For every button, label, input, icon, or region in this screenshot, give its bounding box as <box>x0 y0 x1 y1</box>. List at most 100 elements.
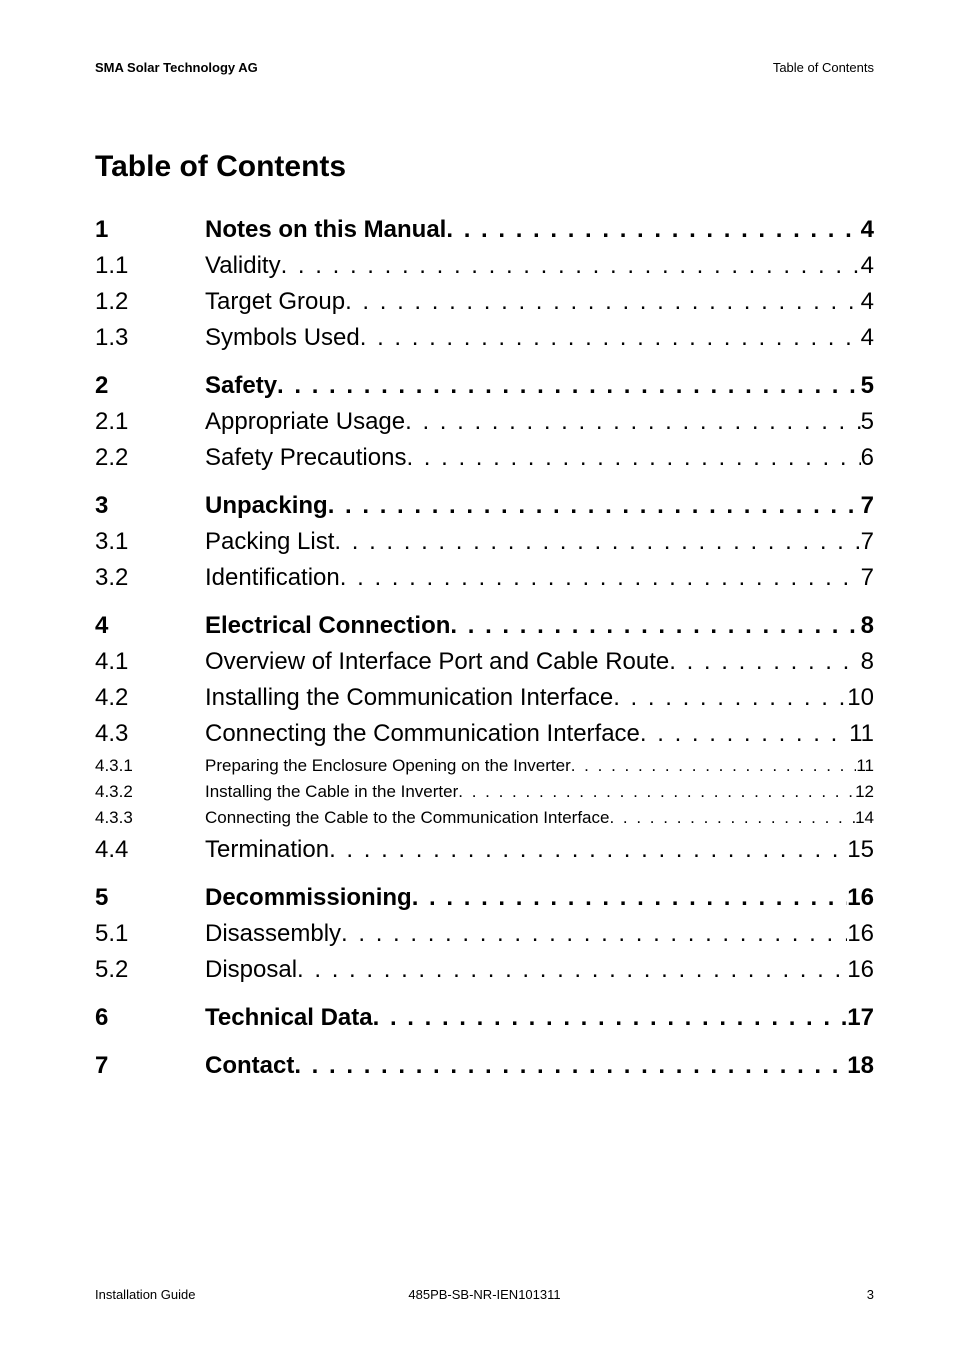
toc-number: 1.1 <box>95 252 205 280</box>
toc-text: Installing the Communication Interface <box>205 684 613 712</box>
page-footer: Installation Guide 485PB-SB-NR-IEN101311… <box>95 1287 874 1302</box>
toc-number: 2.1 <box>95 408 205 436</box>
toc-text: Identification <box>205 564 340 592</box>
toc-text: Packing List <box>205 528 334 556</box>
toc-page: 4 <box>861 324 874 352</box>
toc-page: 5 <box>861 408 874 436</box>
toc-text: Decommissioning <box>205 884 412 912</box>
toc-page: 15 <box>847 836 874 864</box>
toc-number: 2.2 <box>95 444 205 472</box>
toc-number: 5.1 <box>95 920 205 948</box>
toc-entry: 2.2Safety Precautions. . . . . . . . . .… <box>95 444 874 472</box>
toc-entry: 4Electrical Connection. . . . . . . . . … <box>95 612 874 640</box>
toc-entry: 2.1Appropriate Usage. . . . . . . . . . … <box>95 408 874 436</box>
toc-text: Safety Precautions <box>205 444 406 472</box>
toc-dots: . . . . . . . . . . . . . . . . . . . . … <box>609 808 855 828</box>
toc-number: 3.2 <box>95 564 205 592</box>
toc-dots: . . . . . . . . . . . . . . . . . . . . … <box>277 372 861 400</box>
toc-page: 10 <box>847 684 874 712</box>
toc-dots: . . . . . . . . . . . . . . . . . . . . … <box>458 782 855 802</box>
toc-dots: . . . . . . . . . . . . . . . . . . . . … <box>406 444 860 472</box>
toc-dots: . . . . . . . . . . . . . . . . . . . . … <box>373 1004 848 1032</box>
toc-text: Contact <box>205 1052 294 1080</box>
toc-dots: . . . . . . . . . . . . . . . . . . . . … <box>294 1052 847 1080</box>
toc-page: 11 <box>849 720 874 748</box>
toc-dots: . . . . . . . . . . . . . . . . . . . . … <box>446 216 860 244</box>
toc-entry: 4.3.1Preparing the Enclosure Opening on … <box>95 756 874 776</box>
toc-number: 2 <box>95 372 205 400</box>
toc-number: 4.4 <box>95 836 205 864</box>
toc-dots: . . . . . . . . . . . . . . . . . . . . … <box>360 324 861 352</box>
toc-dots: . . . . . . . . . . . . . . . . . . . . … <box>669 648 860 676</box>
toc-page: 16 <box>847 956 874 984</box>
toc-text: Preparing the Enclosure Opening on the I… <box>205 756 571 776</box>
page-title: Table of Contents <box>95 150 874 184</box>
toc-dots: . . . . . . . . . . . . . . . . . . . . … <box>329 836 847 864</box>
toc-number: 4.3.1 <box>95 756 205 776</box>
toc-entry: 1.2Target Group. . . . . . . . . . . . .… <box>95 288 874 316</box>
toc-text: Termination <box>205 836 329 864</box>
toc-number: 4 <box>95 612 205 640</box>
toc-entry: 1.1Validity. . . . . . . . . . . . . . .… <box>95 252 874 280</box>
toc-page: 5 <box>861 372 874 400</box>
toc-text: Appropriate Usage <box>205 408 405 436</box>
toc-page: 4 <box>861 216 874 244</box>
toc-text: Unpacking <box>205 492 328 520</box>
toc-page: 8 <box>861 648 874 676</box>
toc-entry: 7Contact. . . . . . . . . . . . . . . . … <box>95 1052 874 1080</box>
toc-page: 7 <box>861 564 874 592</box>
toc-number: 4.3.2 <box>95 782 205 802</box>
toc-dots: . . . . . . . . . . . . . . . . . . . . … <box>328 492 861 520</box>
toc-number: 5.2 <box>95 956 205 984</box>
toc-text: Overview of Interface Port and Cable Rou… <box>205 648 669 676</box>
toc-text: Electrical Connection <box>205 612 450 640</box>
toc-page: 11 <box>856 756 874 776</box>
toc-page: 16 <box>847 920 874 948</box>
toc-number: 4.2 <box>95 684 205 712</box>
toc-dots: . . . . . . . . . . . . . . . . . . . . … <box>297 956 847 984</box>
toc-page: 4 <box>861 252 874 280</box>
toc-page: 18 <box>847 1052 874 1080</box>
toc-dots: . . . . . . . . . . . . . . . . . . . . … <box>412 884 848 912</box>
toc-entry: 4.3Connecting the Communication Interfac… <box>95 720 874 748</box>
toc-text: Connecting the Cable to the Communicatio… <box>205 808 609 828</box>
toc-text: Technical Data <box>205 1004 373 1032</box>
toc-text: Disassembly <box>205 920 341 948</box>
toc-number: 1.3 <box>95 324 205 352</box>
toc-page: 17 <box>847 1004 874 1032</box>
header-company: SMA Solar Technology AG <box>95 60 258 75</box>
toc-number: 6 <box>95 1004 205 1032</box>
toc-number: 3 <box>95 492 205 520</box>
toc-page: 4 <box>861 288 874 316</box>
toc-number: 1.2 <box>95 288 205 316</box>
toc-entry: 4.3.3Connecting the Cable to the Communi… <box>95 808 874 828</box>
toc-page: 16 <box>847 884 874 912</box>
toc-number: 1 <box>95 216 205 244</box>
toc-page: 14 <box>855 808 874 828</box>
toc-entry: 4.3.2Installing the Cable in the Inverte… <box>95 782 874 802</box>
toc-number: 4.1 <box>95 648 205 676</box>
page-header: SMA Solar Technology AG Table of Content… <box>95 60 874 75</box>
toc-dots: . . . . . . . . . . . . . . . . . . . . … <box>571 756 857 776</box>
table-of-contents: 1Notes on this Manual. . . . . . . . . .… <box>95 216 874 1080</box>
toc-text: Notes on this Manual <box>205 216 446 244</box>
footer-center: 485PB-SB-NR-IEN101311 <box>408 1287 560 1302</box>
toc-entry: 4.1Overview of Interface Port and Cable … <box>95 648 874 676</box>
toc-number: 4.3 <box>95 720 205 748</box>
toc-entry: 3Unpacking. . . . . . . . . . . . . . . … <box>95 492 874 520</box>
toc-number: 7 <box>95 1052 205 1080</box>
footer-right: 3 <box>867 1287 874 1302</box>
toc-page: 8 <box>861 612 874 640</box>
toc-text: Validity <box>205 252 281 280</box>
toc-number: 3.1 <box>95 528 205 556</box>
toc-page: 12 <box>855 782 874 802</box>
toc-dots: . . . . . . . . . . . . . . . . . . . . … <box>281 252 861 280</box>
toc-text: Target Group <box>205 288 345 316</box>
header-section: Table of Contents <box>773 60 874 75</box>
toc-text: Disposal <box>205 956 297 984</box>
toc-entry: 5.2Disposal. . . . . . . . . . . . . . .… <box>95 956 874 984</box>
toc-dots: . . . . . . . . . . . . . . . . . . . . … <box>613 684 847 712</box>
toc-page: 7 <box>861 492 874 520</box>
toc-entry: 3.2Identification. . . . . . . . . . . .… <box>95 564 874 592</box>
toc-page: 7 <box>861 528 874 556</box>
